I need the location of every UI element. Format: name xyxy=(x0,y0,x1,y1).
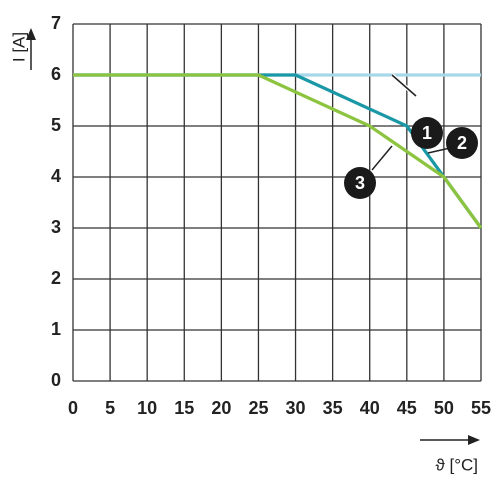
callout-badge xyxy=(344,167,376,199)
leader xyxy=(427,147,451,154)
callout-label: 3 xyxy=(355,173,365,193)
callout-badge xyxy=(446,127,478,159)
y-tick-label: 2 xyxy=(51,268,61,288)
y-tick-label: 6 xyxy=(51,64,61,84)
series-line xyxy=(73,73,483,229)
x-tick-label: 0 xyxy=(68,398,78,418)
x-tick-label: 55 xyxy=(471,398,491,418)
leader xyxy=(391,74,417,97)
y-axis-label: I [A] xyxy=(9,32,28,62)
x-tick-label: 30 xyxy=(286,398,306,418)
x-tick-label: 5 xyxy=(105,398,115,418)
axis-arrow-head xyxy=(468,435,480,445)
series-line xyxy=(73,73,483,229)
x-axis-label: ϑ [°C] xyxy=(435,455,478,474)
leader xyxy=(371,145,393,171)
lines xyxy=(73,73,483,229)
x-tick-label: 50 xyxy=(434,398,454,418)
y-tick-label: 3 xyxy=(51,217,61,237)
callout-label: 2 xyxy=(457,133,467,153)
x-tick-label: 40 xyxy=(360,398,380,418)
x-tick-label: 45 xyxy=(397,398,417,418)
x-tick-label: 20 xyxy=(211,398,231,418)
y-tick-label: 5 xyxy=(51,115,61,135)
y-tick-label: 1 xyxy=(51,319,61,339)
grid xyxy=(72,23,482,382)
x-tick-label: 35 xyxy=(323,398,343,418)
x-tick-label: 10 xyxy=(137,398,157,418)
callout-label: 1 xyxy=(422,123,432,143)
x-tick-label: 25 xyxy=(248,398,268,418)
y-tick-label: 7 xyxy=(51,13,61,33)
y-tick-label: 0 xyxy=(51,370,61,390)
x-tick-label: 15 xyxy=(174,398,194,418)
y-tick-label: 4 xyxy=(51,166,61,186)
axis-arrow-head xyxy=(26,28,36,40)
callout-badge xyxy=(411,117,443,149)
